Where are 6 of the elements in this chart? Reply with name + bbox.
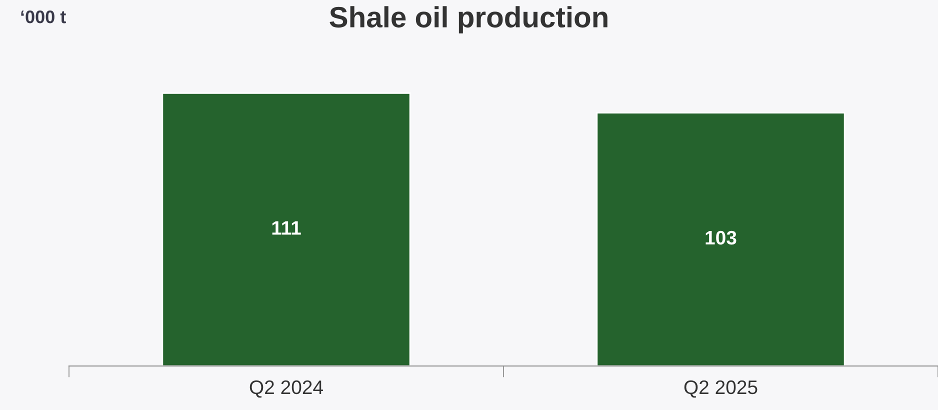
x-tick-label: Q2 2025 [684,380,758,398]
y-axis-title: ‘000 t [21,10,66,24]
data-label: 103 [706,230,736,245]
x-tick-label: Q2 2024 [250,380,323,398]
chart-title: Shale oil production [330,6,608,34]
data-label: 111 [272,221,301,235]
